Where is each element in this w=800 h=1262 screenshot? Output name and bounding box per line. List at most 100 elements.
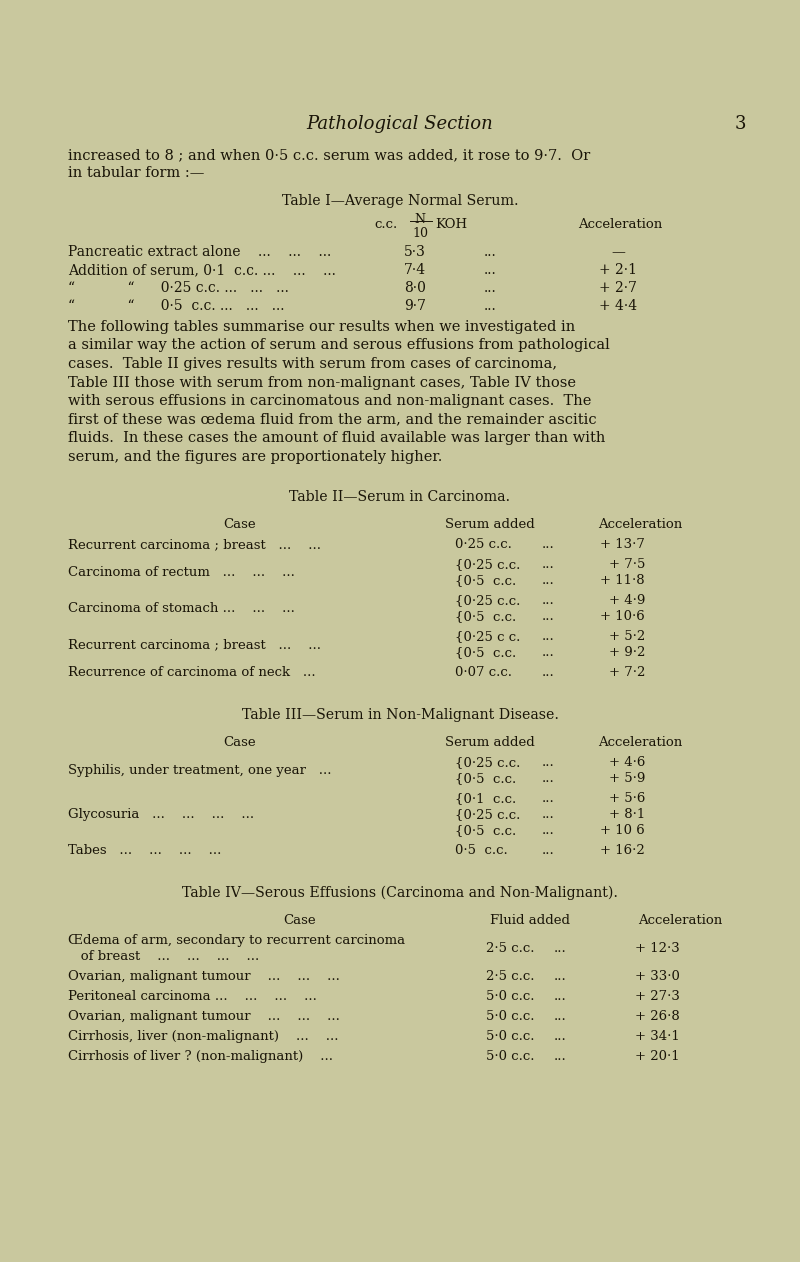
Text: Serum added: Serum added — [445, 736, 535, 750]
Text: + 34·1: + 34·1 — [635, 1030, 680, 1042]
Text: + 9·2: + 9·2 — [609, 646, 645, 659]
Text: Recurrent carcinoma ; breast   ...    ...: Recurrent carcinoma ; breast ... ... — [68, 639, 321, 651]
Text: Acceleration: Acceleration — [598, 517, 682, 531]
Text: 0·25 c.c.: 0·25 c.c. — [455, 538, 512, 551]
Text: ...: ... — [484, 281, 496, 295]
Text: Carcinoma of stomach ...    ...    ...: Carcinoma of stomach ... ... ... — [68, 602, 295, 615]
Text: cases.  Table II gives results with serum from cases of carcinoma,: cases. Table II gives results with serum… — [68, 357, 557, 371]
Text: {0·5  c.c.: {0·5 c.c. — [455, 610, 516, 623]
Text: ...: ... — [554, 970, 566, 983]
Text: 2·5 c.c.: 2·5 c.c. — [486, 970, 534, 983]
Text: Ovarian, malignant tumour    ...    ...    ...: Ovarian, malignant tumour ... ... ... — [68, 970, 340, 983]
Text: + 10·6: + 10·6 — [600, 610, 645, 623]
Text: 10: 10 — [412, 227, 428, 240]
Text: ...: ... — [542, 772, 554, 785]
Text: ...: ... — [542, 594, 554, 607]
Text: 0·07 c.c.: 0·07 c.c. — [455, 666, 512, 679]
Text: ...: ... — [542, 824, 554, 837]
Text: 3: 3 — [735, 115, 746, 133]
Text: 9·7: 9·7 — [404, 299, 426, 313]
Text: {0·25 c.c.: {0·25 c.c. — [455, 594, 520, 607]
Text: {0·5  c.c.: {0·5 c.c. — [455, 646, 516, 659]
Text: + 20·1: + 20·1 — [635, 1050, 680, 1063]
Text: + 12·3: + 12·3 — [635, 941, 680, 955]
Text: fluids.  In these cases the amount of fluid available was larger than with: fluids. In these cases the amount of flu… — [68, 432, 606, 445]
Text: + 5·2: + 5·2 — [609, 630, 645, 644]
Text: “            “      0·25 c.c. ...   ...   ...: “ “ 0·25 c.c. ... ... ... — [68, 281, 289, 295]
Text: Table IV—Serous Effusions (Carcinoma and Non-Malignant).: Table IV—Serous Effusions (Carcinoma and… — [182, 886, 618, 900]
Text: 5·0 c.c.: 5·0 c.c. — [486, 1030, 534, 1042]
Text: + 4·9: + 4·9 — [609, 594, 645, 607]
Text: Acceleration: Acceleration — [578, 218, 662, 231]
Text: Glycosuria   ...    ...    ...    ...: Glycosuria ... ... ... ... — [68, 808, 254, 822]
Text: {0·25 c.c.: {0·25 c.c. — [455, 808, 520, 822]
Text: + 10 6: + 10 6 — [600, 824, 645, 837]
Text: + 16·2: + 16·2 — [600, 844, 645, 857]
Text: ...: ... — [554, 1050, 566, 1063]
Text: Cirrhosis, liver (non-malignant)    ...    ...: Cirrhosis, liver (non-malignant) ... ... — [68, 1030, 338, 1042]
Text: ...: ... — [542, 793, 554, 805]
Text: + 4·6: + 4·6 — [609, 756, 645, 769]
Text: {0·25 c.c.: {0·25 c.c. — [455, 756, 520, 769]
Text: Acceleration: Acceleration — [598, 736, 682, 750]
Text: + 4·4: + 4·4 — [599, 299, 637, 313]
Text: 2·5 c.c.: 2·5 c.c. — [486, 941, 534, 955]
Text: {0·1  c.c.: {0·1 c.c. — [455, 793, 516, 805]
Text: ...: ... — [542, 756, 554, 769]
Text: ...: ... — [484, 299, 496, 313]
Text: Table I—Average Normal Serum.: Table I—Average Normal Serum. — [282, 194, 518, 208]
Text: ...: ... — [542, 646, 554, 659]
Text: 8·0: 8·0 — [404, 281, 426, 295]
Text: of breast    ...    ...    ...    ...: of breast ... ... ... ... — [68, 950, 259, 963]
Text: “            “      0·5  c.c. ...   ...   ...: “ “ 0·5 c.c. ... ... ... — [68, 299, 285, 313]
Text: Œdema of arm, secondary to recurrent carcinoma: Œdema of arm, secondary to recurrent car… — [68, 934, 405, 946]
Text: ...: ... — [542, 844, 554, 857]
Text: + 2·7: + 2·7 — [599, 281, 637, 295]
Text: Case: Case — [224, 736, 256, 750]
Text: c.c.: c.c. — [374, 218, 398, 231]
Text: + 26·8: + 26·8 — [635, 1010, 680, 1023]
Text: ...: ... — [554, 1010, 566, 1023]
Text: Peritoneal carcinoma ...    ...    ...    ...: Peritoneal carcinoma ... ... ... ... — [68, 989, 317, 1003]
Text: ...: ... — [554, 1030, 566, 1042]
Text: Recurrence of carcinoma of neck   ...: Recurrence of carcinoma of neck ... — [68, 666, 316, 679]
Text: ...: ... — [554, 941, 566, 955]
Text: The following tables summarise our results when we investigated in: The following tables summarise our resul… — [68, 321, 575, 334]
Text: Serum added: Serum added — [445, 517, 535, 531]
Text: 5·0 c.c.: 5·0 c.c. — [486, 1050, 534, 1063]
Text: + 33·0: + 33·0 — [635, 970, 680, 983]
Text: increased to 8 ; and when 0·5 c.c. serum was added, it rose to 9·7.  Or: increased to 8 ; and when 0·5 c.c. serum… — [68, 148, 590, 162]
Text: Fluid added: Fluid added — [490, 914, 570, 928]
Text: in tabular form :—: in tabular form :— — [68, 167, 204, 180]
Text: + 2·1: + 2·1 — [599, 262, 637, 276]
Text: 5·0 c.c.: 5·0 c.c. — [486, 989, 534, 1003]
Text: {0·25 c c.: {0·25 c c. — [455, 630, 520, 644]
Text: ...: ... — [542, 666, 554, 679]
Text: ...: ... — [542, 558, 554, 570]
Text: 0·5  c.c.: 0·5 c.c. — [455, 844, 508, 857]
Text: + 8·1: + 8·1 — [609, 808, 645, 822]
Text: Pathological Section: Pathological Section — [306, 115, 494, 133]
Text: N: N — [414, 213, 426, 226]
Text: Table III those with serum from non-malignant cases, Table IV those: Table III those with serum from non-mali… — [68, 376, 576, 390]
Text: 5·3: 5·3 — [404, 245, 426, 259]
Text: Ovarian, malignant tumour    ...    ...    ...: Ovarian, malignant tumour ... ... ... — [68, 1010, 340, 1023]
Text: with serous effusions in carcinomatous and non-malignant cases.  The: with serous effusions in carcinomatous a… — [68, 394, 591, 408]
Text: ...: ... — [542, 630, 554, 644]
Text: Recurrent carcinoma ; breast   ...    ...: Recurrent carcinoma ; breast ... ... — [68, 538, 321, 551]
Text: serum, and the figures are proportionately higher.: serum, and the figures are proportionate… — [68, 449, 442, 463]
Text: Carcinoma of rectum   ...    ...    ...: Carcinoma of rectum ... ... ... — [68, 565, 295, 579]
Text: 7·4: 7·4 — [404, 262, 426, 276]
Text: Syphilis, under treatment, one year   ...: Syphilis, under treatment, one year ... — [68, 764, 331, 777]
Text: Cirrhosis of liver ? (non-malignant)    ...: Cirrhosis of liver ? (non-malignant) ... — [68, 1050, 333, 1063]
Text: Table III—Serum in Non-Malignant Disease.: Table III—Serum in Non-Malignant Disease… — [242, 708, 558, 722]
Text: ...: ... — [542, 808, 554, 822]
Text: first of these was œdema fluid from the arm, and the remainder ascitic: first of these was œdema fluid from the … — [68, 413, 597, 427]
Text: ...: ... — [542, 538, 554, 551]
Text: a similar way the action of serum and serous effusions from pathological: a similar way the action of serum and se… — [68, 338, 610, 352]
Text: + 5·9: + 5·9 — [609, 772, 645, 785]
Text: ...: ... — [484, 245, 496, 259]
Text: ...: ... — [554, 989, 566, 1003]
Text: Addition of serum, 0·1  c.c. ...    ...    ...: Addition of serum, 0·1 c.c. ... ... ... — [68, 262, 336, 276]
Text: + 27·3: + 27·3 — [635, 989, 680, 1003]
